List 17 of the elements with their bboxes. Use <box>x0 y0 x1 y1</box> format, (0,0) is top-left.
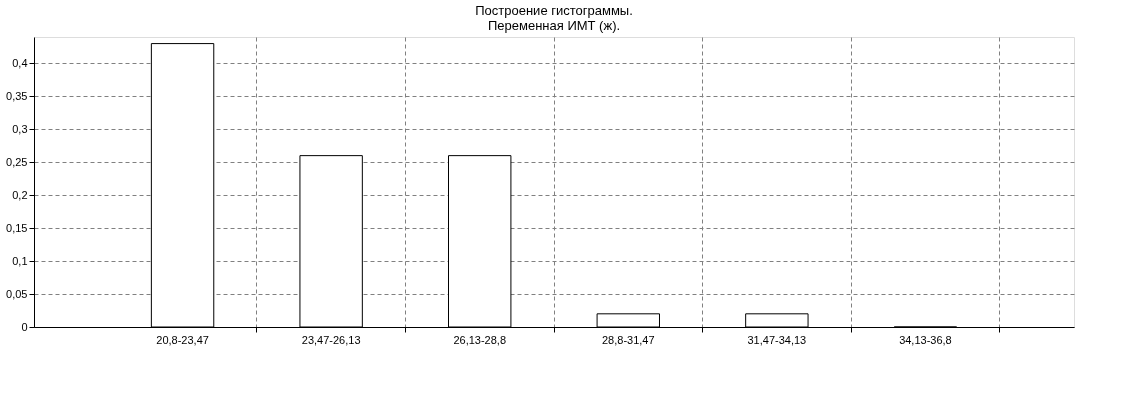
chart-subtitle: Переменная ИМТ (ж). <box>487 18 621 33</box>
x-tick-label: 26,13-28,8 <box>453 333 507 346</box>
y-tick-label: 0 <box>21 320 28 333</box>
y-tick-label: 0,1 <box>12 254 28 267</box>
y-tick-label: 0,15 <box>6 221 28 234</box>
x-tick-label: 20,8-23,47 <box>156 333 209 346</box>
y-tick-label: 0,35 <box>6 89 28 102</box>
chart-title: Построение гистограммы. <box>475 3 633 18</box>
y-tick-label: 0,25 <box>6 155 28 168</box>
x-tick-label: 28,8-31,47 <box>601 333 655 346</box>
y-tick-label: 0,2 <box>12 188 28 201</box>
x-tick-label: 23,47-26,13 <box>301 333 361 346</box>
y-tick-label: 0,05 <box>6 287 28 300</box>
y-tick-label: 0,3 <box>12 122 28 135</box>
x-tick-label: 34,13-36,8 <box>899 333 952 346</box>
y-tick-label: 0,4 <box>12 56 28 69</box>
x-tick-label: 31,47-34,13 <box>747 333 807 346</box>
